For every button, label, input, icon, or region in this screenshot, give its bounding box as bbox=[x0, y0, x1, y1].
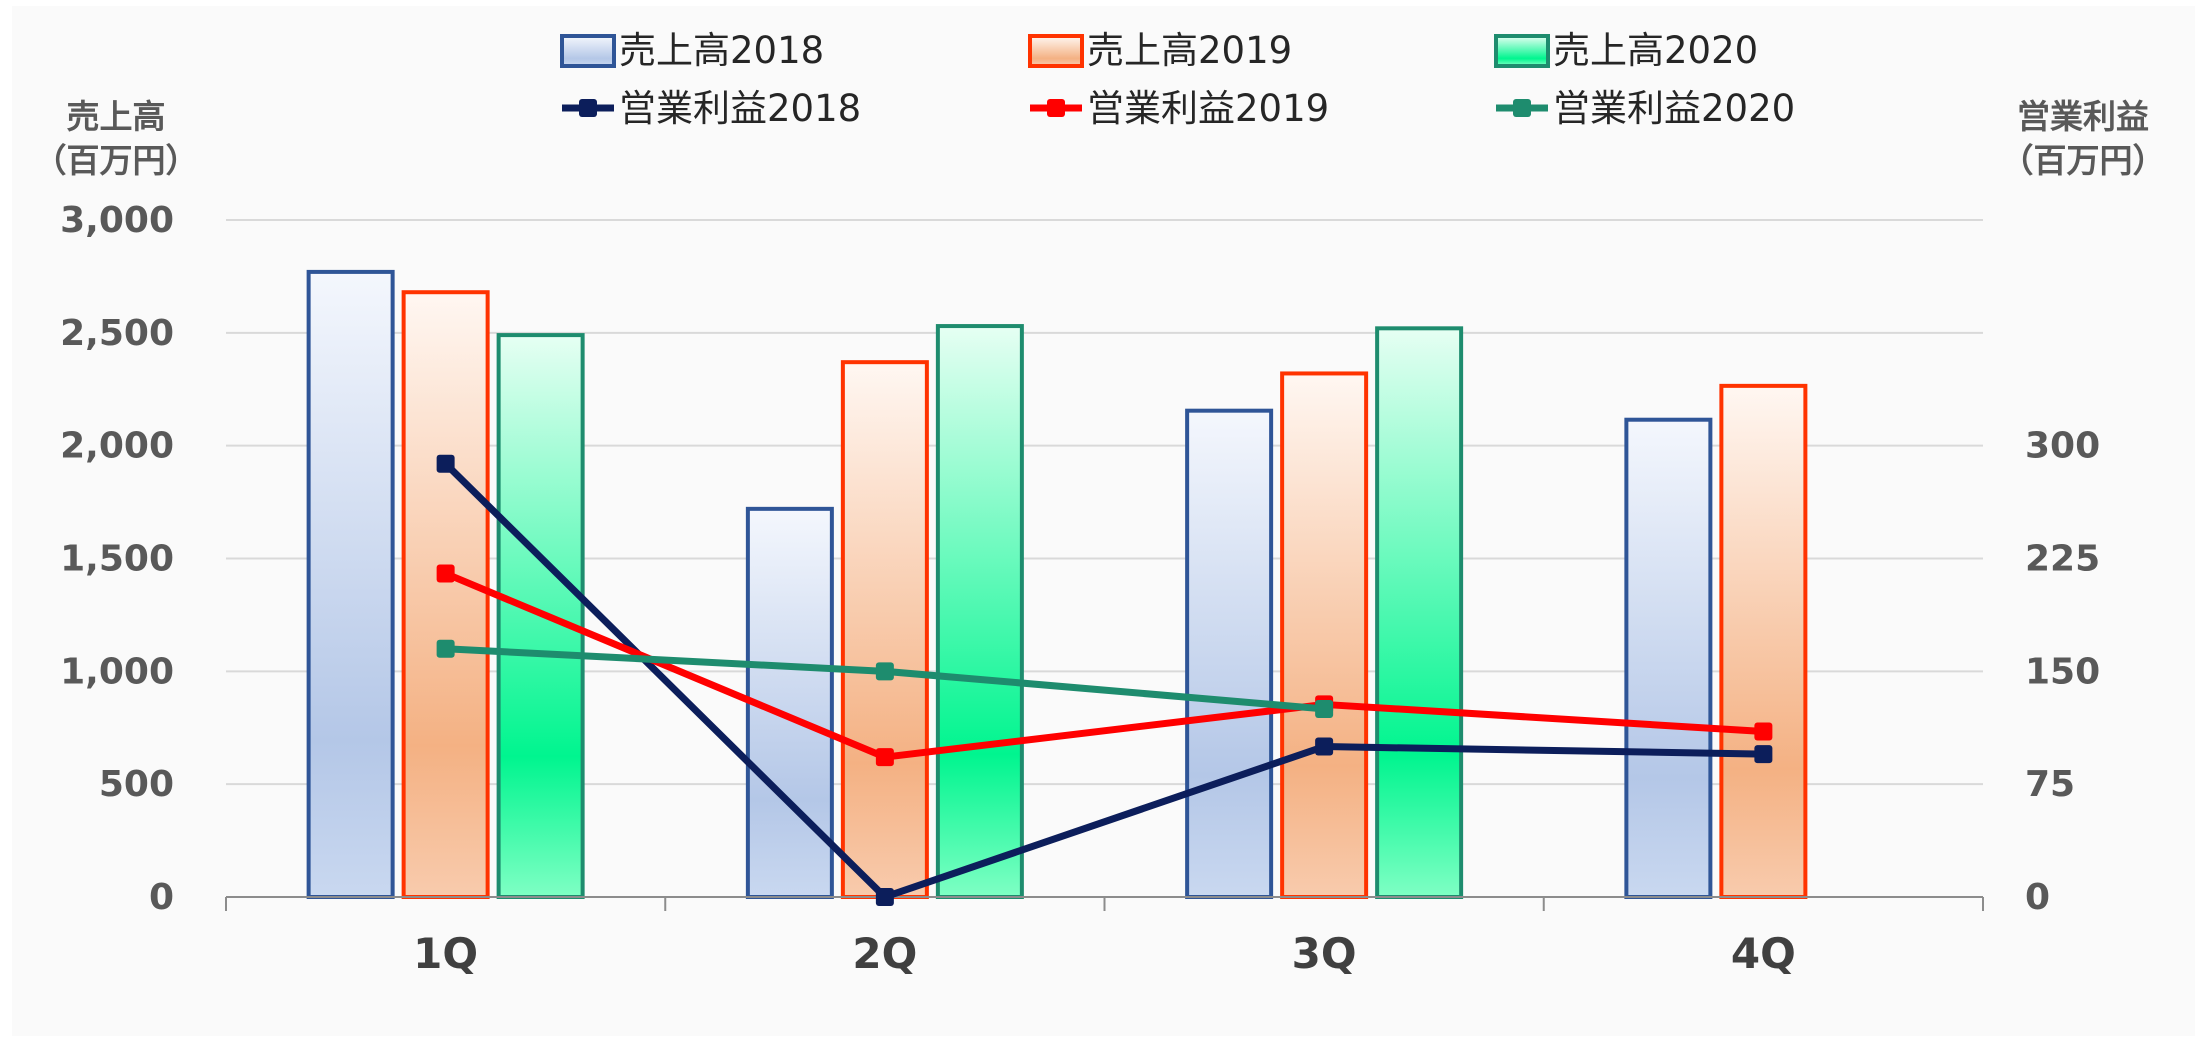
bar bbox=[1185, 408, 1274, 899]
right-tick-label: 75 bbox=[2025, 764, 2075, 805]
legend-label: 営業利益2019 bbox=[1087, 87, 1329, 130]
legend-label: 売上高2020 bbox=[1553, 29, 1758, 72]
series-line bbox=[444, 570, 1764, 761]
left-axis-title: 売上高 bbox=[67, 97, 166, 136]
series-line bbox=[443, 461, 1764, 901]
legend-swatch-marker bbox=[579, 99, 597, 117]
category-label: 2Q bbox=[852, 929, 917, 978]
legend-label: 営業利益2020 bbox=[1553, 87, 1795, 130]
right-tick-label: 225 bbox=[2025, 539, 2100, 580]
legend-label: 売上高2019 bbox=[1087, 29, 1292, 72]
bar bbox=[306, 269, 395, 899]
left-tick-label: 3,000 bbox=[60, 200, 174, 241]
line-point bbox=[436, 639, 455, 658]
left-axis-title: （百万円） bbox=[34, 141, 199, 180]
line-point bbox=[1315, 737, 1334, 756]
legend-swatch-marker bbox=[1513, 99, 1531, 117]
bar bbox=[935, 324, 1024, 899]
category-label: 1Q bbox=[413, 929, 478, 978]
legend-swatch-marker bbox=[1047, 99, 1065, 117]
left-tick-label: 2,000 bbox=[60, 426, 174, 467]
left-tick-label: 1,000 bbox=[60, 651, 174, 692]
right-axis-title: （百万円） bbox=[2001, 141, 2166, 180]
line-point bbox=[436, 564, 455, 583]
bar bbox=[1719, 383, 1808, 899]
line-point bbox=[875, 888, 894, 906]
left-tick-label: 500 bbox=[99, 764, 174, 805]
line-point bbox=[1754, 722, 1773, 741]
axes bbox=[225, 896, 1984, 911]
legend-label: 営業利益2018 bbox=[619, 87, 861, 130]
legend: 売上高2018 売上高2019 売上高2020 営業利益2018 営業利益2019 営業利… bbox=[560, 29, 1795, 130]
left-tick-label: 2,500 bbox=[60, 313, 174, 354]
labels: 0 500 1,000 1,500 2,000 2,500 3,000 0 75 150 225 30… bbox=[34, 97, 2166, 978]
bar bbox=[1624, 417, 1713, 899]
line-point bbox=[875, 662, 894, 681]
line-point bbox=[1754, 745, 1773, 764]
legend-label: 売上高2018 bbox=[619, 29, 824, 72]
line-point bbox=[1315, 699, 1334, 718]
legend-swatch-bar bbox=[1028, 34, 1084, 68]
category-label: 4Q bbox=[1731, 929, 1796, 978]
right-tick-label: 0 bbox=[2025, 877, 2050, 918]
left-tick-label: 0 bbox=[149, 877, 174, 918]
legend-swatch-bar bbox=[560, 34, 616, 68]
legend-swatch-bar bbox=[1494, 34, 1550, 68]
lines bbox=[436, 454, 1773, 906]
bar bbox=[1375, 326, 1464, 899]
category-label: 3Q bbox=[1292, 929, 1357, 978]
line-point bbox=[875, 748, 894, 767]
right-tick-label: 300 bbox=[2025, 426, 2100, 467]
bar bbox=[840, 360, 929, 900]
bar bbox=[401, 290, 490, 900]
right-axis-title: 営業利益 bbox=[2017, 97, 2149, 136]
left-tick-label: 1,500 bbox=[60, 539, 174, 580]
bar bbox=[1280, 371, 1369, 900]
line-point bbox=[436, 454, 455, 473]
right-tick-label: 150 bbox=[2025, 651, 2100, 692]
